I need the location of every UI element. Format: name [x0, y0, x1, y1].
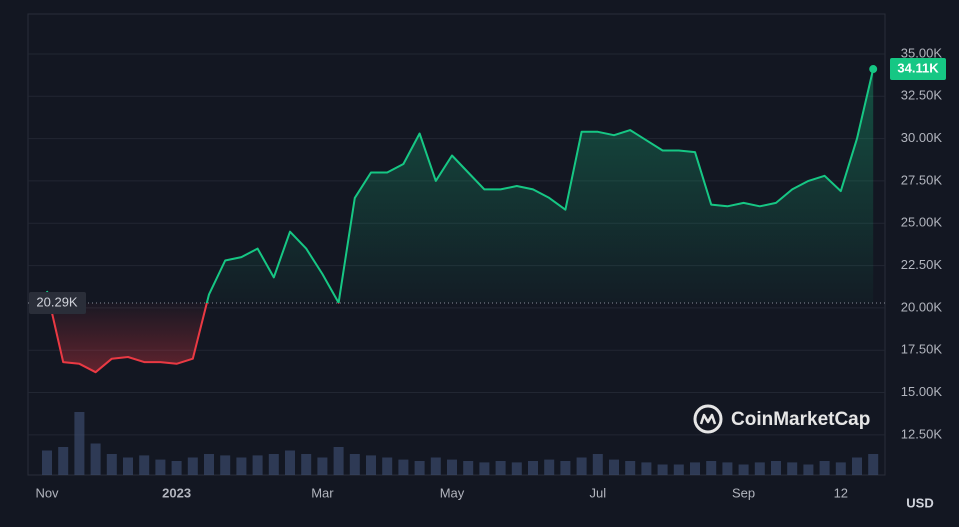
volume-bar	[123, 457, 133, 475]
volume-bar	[220, 455, 231, 475]
y-tick-label: 25.00K	[901, 215, 943, 230]
volume-bar	[268, 454, 279, 475]
value-label-box	[890, 58, 946, 81]
baseline-label-box	[29, 291, 86, 314]
volume-bar	[349, 454, 360, 475]
y-tick-label: 15.00K	[901, 384, 943, 399]
volume-bar	[528, 461, 538, 475]
volume-bar	[641, 462, 652, 475]
volume-bar	[673, 464, 684, 475]
volume-bar	[252, 455, 263, 475]
volume-bar	[803, 464, 814, 475]
volume-bar	[333, 447, 344, 475]
y-tick-label: 22.50K	[901, 257, 943, 272]
volume-bar	[236, 457, 247, 475]
volume-bar	[58, 447, 69, 475]
y-tick-label: 27.50K	[901, 172, 943, 187]
value-label: 34.11K	[897, 60, 939, 75]
volume-bar	[576, 457, 587, 475]
x-tick-label: May	[440, 485, 465, 500]
volume-bar	[447, 459, 457, 475]
volume-bar	[690, 462, 700, 475]
volume-bar	[657, 464, 668, 475]
volume-bar	[398, 459, 409, 475]
volume-bar	[187, 457, 198, 475]
last-point	[869, 65, 878, 74]
y-tick-label: 32.50K	[901, 88, 943, 103]
volume-bar	[560, 461, 571, 475]
volume-bar	[430, 457, 441, 475]
volume-bar	[382, 457, 393, 475]
x-tick-label: 2023	[162, 485, 191, 500]
volume-bar	[835, 462, 846, 475]
volume-bar	[771, 461, 781, 475]
x-tick-label: Mar	[311, 485, 334, 500]
logo-text: CoinMarketCap	[731, 409, 870, 430]
y-tick-label: 17.50K	[901, 342, 943, 357]
volume-bar	[544, 459, 555, 475]
volume-bar	[625, 461, 636, 475]
x-tick-label: Nov	[35, 485, 59, 500]
volume-bar	[106, 454, 117, 475]
volume-bar	[819, 461, 830, 475]
volume-bar	[787, 462, 798, 475]
volume-bar	[285, 450, 295, 475]
volume-bar	[609, 459, 619, 475]
volume-bar	[204, 454, 214, 475]
volume-bar	[592, 454, 603, 475]
y-tick-label: 12.50K	[901, 426, 943, 441]
volume-bar	[495, 461, 506, 475]
volume-bar	[754, 462, 765, 475]
currency: USD	[906, 495, 933, 510]
volume-bar	[366, 455, 376, 475]
baseline-label: 20.29K	[36, 294, 78, 309]
volume-bar	[74, 412, 85, 475]
price-line	[46, 68, 875, 374]
area	[47, 69, 874, 373]
volume-bar	[706, 461, 717, 475]
volume-bar	[139, 455, 150, 475]
x-tick-label: Jul	[589, 485, 606, 500]
volume-bar	[414, 461, 425, 475]
volume-bar	[317, 457, 328, 475]
volume-bar	[479, 462, 490, 475]
logo-icon	[693, 404, 723, 434]
volume-bar	[301, 454, 312, 475]
y-tick-label: 20.00K	[901, 299, 943, 314]
volume-bar	[738, 464, 749, 475]
volume-bar	[155, 459, 166, 475]
volume-bar	[722, 462, 733, 475]
volume-bar	[42, 450, 52, 475]
y-tick-label: 35.00K	[901, 45, 943, 60]
x-tick-label: 12	[834, 485, 848, 500]
y-tick-label: 30.00K	[901, 130, 943, 145]
volume-bar	[171, 461, 182, 475]
volume-bar	[90, 443, 101, 475]
volume-bar	[463, 461, 474, 475]
volume-bar	[868, 454, 879, 475]
volume-bar	[852, 457, 862, 475]
volume-bar	[511, 462, 522, 475]
x-tick-label: Sep	[732, 485, 755, 500]
